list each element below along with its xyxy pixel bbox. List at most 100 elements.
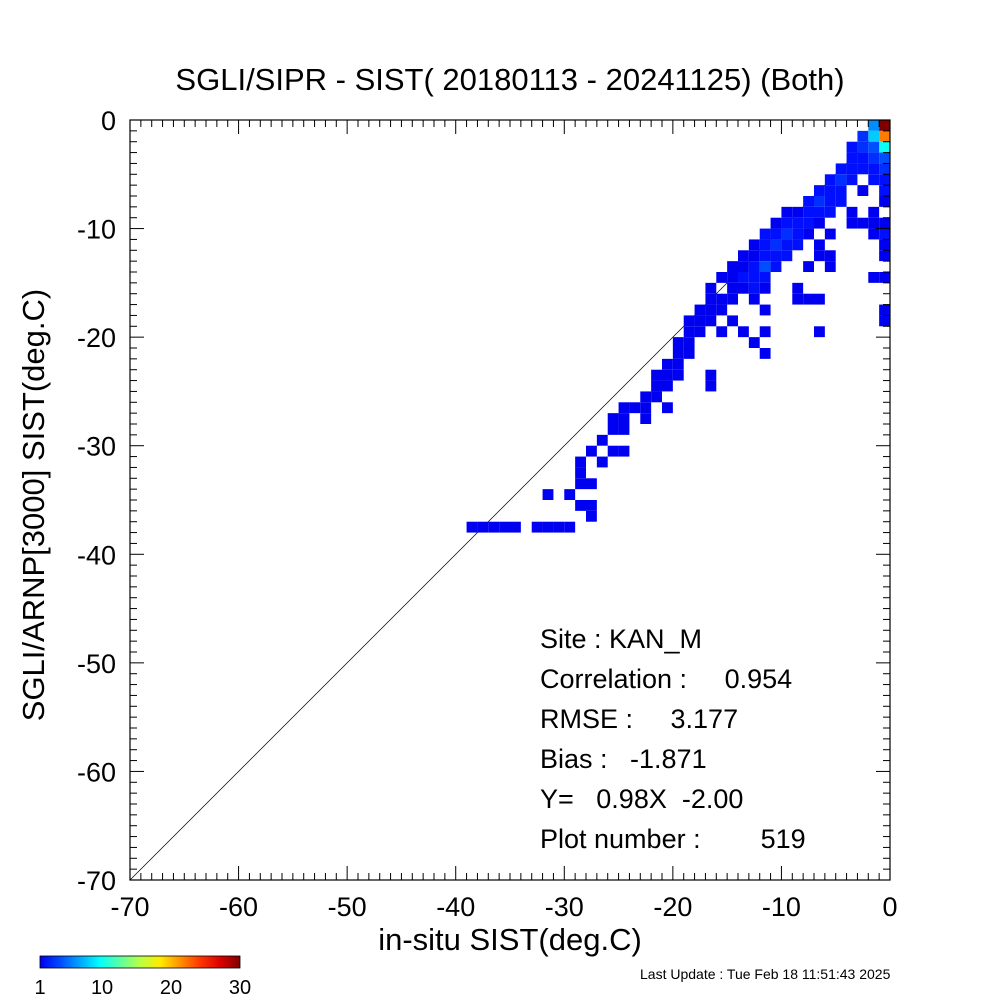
heatmap-cell: [640, 413, 652, 424]
heatmap-cell: [824, 185, 836, 196]
heatmap-cell: [803, 196, 814, 207]
heatmap-cell: [879, 174, 890, 186]
heatmap-cell: [824, 196, 836, 207]
heatmap-cell: [738, 326, 749, 338]
heatmap-cell: [846, 174, 858, 186]
heatmap-cell: [814, 196, 825, 207]
heatmap-cell: [792, 239, 804, 251]
x-axis-label: in-situ SIST(deg.C): [378, 922, 642, 957]
heatmap-cell: [738, 282, 749, 294]
heatmap-cell: [879, 120, 890, 131]
stat-line: Plot number : 519: [540, 824, 806, 854]
heatmap-cell: [607, 445, 619, 457]
heatmap-cell: [792, 217, 804, 229]
heatmap-cell: [466, 521, 478, 533]
heatmap-cell: [803, 261, 814, 272]
heatmap-cell: [607, 424, 619, 435]
heatmap-cell: [759, 250, 771, 262]
stat-line: Bias : -1.871: [540, 744, 707, 774]
heatmap-cell: [857, 152, 869, 164]
colorbar-tick-label: 30: [229, 977, 251, 999]
heatmap-cell: [727, 261, 738, 272]
heatmap-cell: [814, 206, 825, 218]
x-tick-label: -30: [545, 892, 584, 922]
heatmap-cell: [705, 304, 717, 316]
heatmap-cell: [716, 304, 728, 316]
colorbar-bar: [39, 955, 241, 969]
heatmap-cell: [857, 163, 869, 175]
heatmap-cell: [846, 217, 858, 229]
x-tick-label: -20: [653, 892, 692, 922]
heatmap-cell: [748, 261, 760, 272]
heatmap-cell: [879, 130, 890, 142]
heatmap-cell: [814, 293, 825, 305]
heatmap-cell: [835, 185, 847, 196]
heatmap-cell: [596, 434, 608, 446]
y-tick-label: -60: [77, 757, 116, 787]
heatmap-cell: [792, 206, 804, 218]
heatmap-cell: [759, 326, 771, 338]
heatmap-cell: [824, 228, 836, 240]
heatmap-cell: [662, 380, 673, 392]
heatmap-cell: [868, 141, 880, 153]
colorbar-tick-label: 20: [160, 977, 182, 999]
heatmap-cell: [705, 282, 717, 294]
heatmap-cell: [488, 521, 500, 533]
heatmap-cell: [651, 391, 662, 403]
x-tick-label: -70: [110, 892, 149, 922]
y-tick-label: -50: [77, 649, 116, 679]
heatmap-cell: [868, 152, 880, 164]
heatmap-cell: [835, 163, 847, 175]
heatmap-cell: [759, 239, 771, 251]
heatmap-cell: [586, 445, 597, 457]
heatmap-cell: [748, 272, 760, 283]
heatmap-cell: [640, 391, 652, 403]
plot-area: [129, 119, 891, 881]
heatmap-cell: [683, 337, 695, 348]
heatmap-cell: [564, 521, 576, 533]
heatmap-cell: [716, 326, 728, 338]
heatmap-cell: [575, 478, 586, 490]
heatmap-cell: [857, 217, 869, 229]
stat-line: RMSE : 3.177: [540, 704, 738, 734]
heatmap-cell: [846, 163, 858, 175]
heatmap-cell: [694, 304, 706, 316]
heatmap-cell: [814, 326, 825, 338]
heatmap-cell: [868, 174, 880, 186]
heatmap-cell: [575, 500, 586, 511]
heatmap-cell: [618, 445, 630, 457]
heatmap-cell: [781, 217, 793, 229]
heatmap-cell: [759, 228, 771, 240]
heatmap-cell: [748, 282, 760, 294]
heatmap-cell: [824, 261, 836, 272]
heatmap-cell: [738, 250, 749, 262]
x-tick-label: -40: [436, 892, 475, 922]
heatmap-cell: [814, 250, 825, 262]
heatmap-cell: [868, 228, 880, 240]
heatmap-cell: [879, 152, 890, 164]
stat-line: Correlation : 0.954: [540, 664, 792, 694]
y-tick-label: -20: [77, 323, 116, 353]
heatmap-cell: [672, 358, 684, 370]
heatmap-cell: [879, 185, 890, 196]
heatmap-cell: [607, 413, 619, 424]
heatmap-cell: [683, 348, 695, 359]
heatmap-cell: [748, 250, 760, 262]
heatmap-cell: [868, 120, 880, 131]
heatmap-cell: [705, 315, 717, 327]
heatmap-cell: [672, 369, 684, 381]
stat-line: Y= 0.98X -2.00: [540, 784, 743, 814]
heatmap-cell: [868, 163, 880, 175]
heatmap-cell: [596, 456, 608, 468]
heatmap-cell: [759, 304, 771, 316]
heatmap-cell: [564, 489, 576, 500]
heatmap-cell: [792, 293, 804, 305]
heatmap-cell: [705, 369, 717, 381]
y-tick-label: -30: [77, 432, 116, 462]
heatmap-cell: [846, 206, 858, 218]
y-axis-label: SGLI/ARNP[3000] SIST(deg.C): [16, 289, 51, 721]
heatmap-cell: [705, 293, 717, 305]
heatmap-cell: [651, 369, 662, 381]
heatmap-cell: [575, 456, 586, 468]
